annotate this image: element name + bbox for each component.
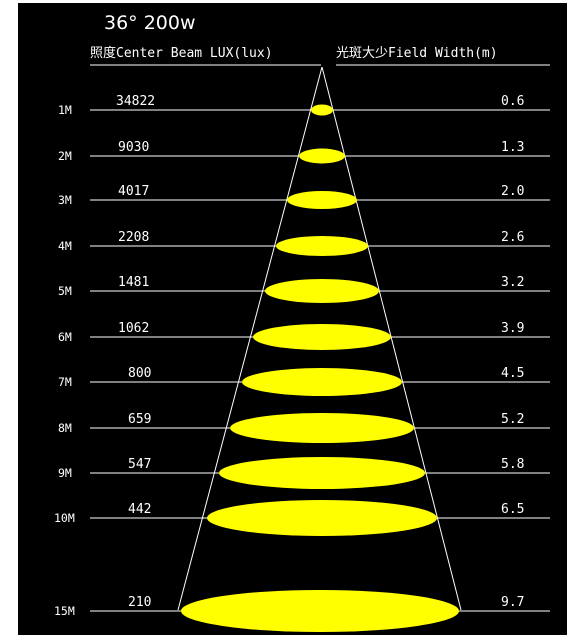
beam-spot-6m	[253, 324, 391, 350]
distance-label-9m: 9M	[58, 466, 72, 480]
field-width-value-2m: 1.3	[501, 140, 524, 155]
lux-value-1m: 34822	[116, 94, 155, 109]
lux-value-4m: 2208	[118, 230, 149, 245]
lux-column-header: 照度Center Beam LUX(lux)	[90, 45, 273, 61]
field-width-value-7m: 4.5	[501, 366, 524, 381]
lux-value-9m: 547	[128, 457, 151, 472]
distance-label-1m: 1M	[58, 103, 72, 117]
beam-diagram-panel: 36° 200w 照度Center Beam LUX(lux) 光斑大少Fiel…	[18, 3, 567, 635]
beam-spot-10m	[207, 500, 437, 536]
distance-label-15m: 15M	[54, 604, 75, 618]
distance-label-2m: 2M	[58, 149, 72, 163]
diagram-title: 36° 200w	[104, 12, 196, 34]
field-width-value-8m: 5.2	[501, 412, 524, 427]
field-width-value-10m: 6.5	[501, 502, 524, 517]
lux-value-15m: 210	[128, 595, 151, 610]
field-width-value-1m: 0.6	[501, 94, 524, 109]
beam-spot-7m	[242, 368, 402, 396]
field-width-value-6m: 3.9	[501, 321, 524, 336]
field-width-value-4m: 2.6	[501, 230, 524, 245]
field-width-value-5m: 3.2	[501, 275, 524, 290]
lux-value-3m: 4017	[118, 184, 149, 199]
lux-value-7m: 800	[128, 366, 151, 381]
lux-value-2m: 9030	[118, 140, 149, 155]
lux-value-10m: 442	[128, 502, 151, 517]
distance-label-3m: 3M	[58, 193, 72, 207]
field-width-value-3m: 2.0	[501, 184, 524, 199]
distance-label-5m: 5M	[58, 284, 72, 298]
beam-spot-2m	[299, 148, 345, 164]
lux-value-8m: 659	[128, 412, 151, 427]
field-width-column-header: 光斑大少Field Width(m)	[336, 46, 498, 61]
beam-spot-5m	[265, 279, 379, 303]
field-width-value-15m: 9.7	[501, 595, 524, 610]
beam-cone-left-edge	[177, 66, 323, 611]
beam-spot-8m	[230, 413, 414, 443]
beam-spot-3m	[287, 191, 357, 209]
beam-spot-1m	[311, 104, 333, 116]
distance-rows: 1M 34822 0.6 2M 9030 1.3 3M 4017 2.0 4M 2208 2.6 5M 1…	[54, 94, 550, 632]
beam-spot-9m	[219, 457, 425, 489]
beam-spot-4m	[276, 236, 368, 256]
distance-label-6m: 6M	[58, 330, 72, 344]
beam-cone-right-edge	[321, 66, 462, 611]
lux-value-5m: 1481	[118, 275, 149, 290]
distance-label-10m: 10M	[54, 511, 75, 525]
field-width-value-9m: 5.8	[501, 457, 524, 472]
lux-value-6m: 1062	[118, 321, 149, 336]
distance-label-4m: 4M	[58, 239, 72, 253]
distance-label-7m: 7M	[58, 375, 72, 389]
beam-angle-diagram: 36° 200w 照度Center Beam LUX(lux) 光斑大少Fiel…	[54, 12, 550, 632]
beam-spot-15m	[181, 590, 459, 632]
distance-label-8m: 8M	[58, 421, 72, 435]
